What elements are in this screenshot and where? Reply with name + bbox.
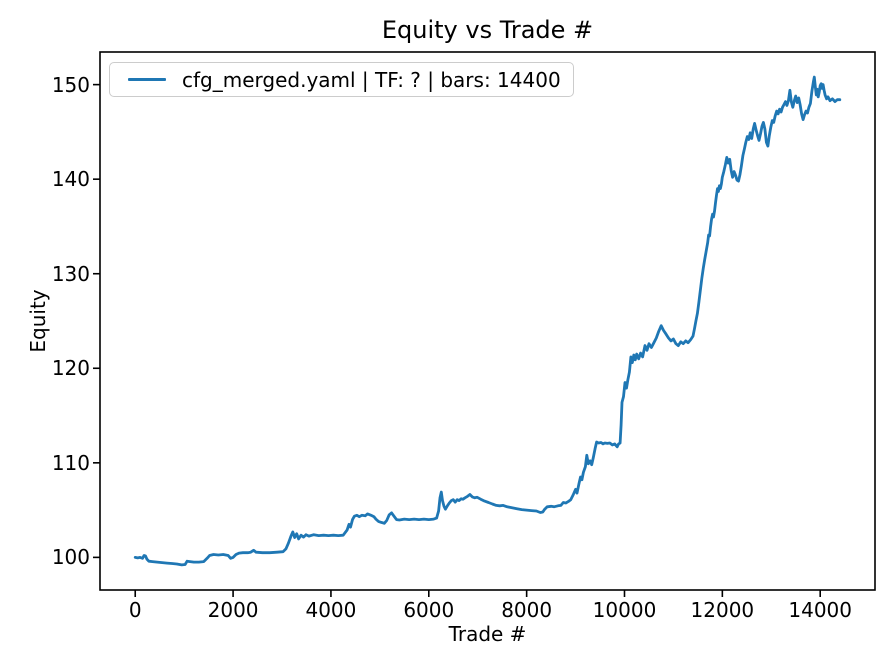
x-axis-label: Trade # [448, 622, 527, 646]
x-tick-label: 0 [128, 598, 142, 622]
x-tick-label: 2000 [207, 598, 259, 622]
x-tick-label: 14000 [788, 598, 852, 622]
x-tick-label: 10000 [592, 598, 657, 622]
x-tick-label: 6000 [403, 598, 455, 622]
x-tick-label: 4000 [305, 598, 357, 622]
y-tick-label: 120 [51, 356, 90, 381]
legend-label: cfg_merged.yaml | TF: ? | bars: 14400 [182, 67, 561, 92]
axes-frame [99, 51, 876, 591]
legend: cfg_merged.yaml | TF: ? | bars: 14400 [109, 62, 574, 97]
y-tick-label: 150 [51, 72, 90, 97]
y-tick-label: 130 [51, 261, 90, 286]
y-tick-label: 100 [51, 545, 90, 570]
y-tick-label: 140 [51, 167, 90, 192]
y-tick-label: 110 [51, 450, 90, 475]
equity-curve [133, 75, 842, 567]
legend-line-sample [128, 78, 166, 81]
x-tick-label: 12000 [690, 598, 755, 622]
x-tick-label: 8000 [501, 598, 553, 622]
chart-title: Equity vs Trade # [381, 16, 594, 44]
